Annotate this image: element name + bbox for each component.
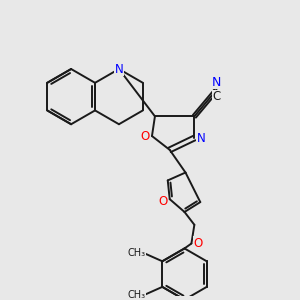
Text: N: N bbox=[212, 76, 221, 88]
Text: CH₃: CH₃ bbox=[128, 290, 146, 300]
Text: O: O bbox=[158, 195, 167, 208]
Text: N: N bbox=[197, 131, 206, 145]
Text: N: N bbox=[115, 62, 123, 76]
Text: C: C bbox=[212, 90, 221, 103]
Text: O: O bbox=[140, 130, 150, 142]
Text: O: O bbox=[194, 237, 203, 250]
Text: CH₃: CH₃ bbox=[128, 248, 146, 258]
